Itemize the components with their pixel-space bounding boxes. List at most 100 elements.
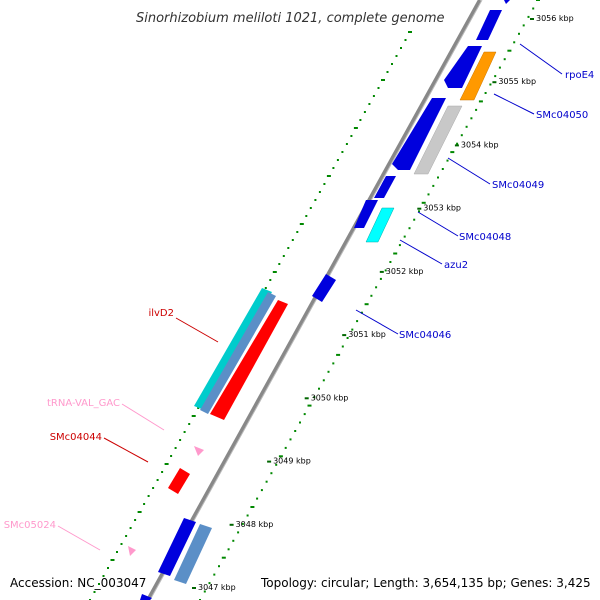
gene-3048-b[interactable] [174, 524, 212, 584]
gc-dot [318, 191, 321, 193]
gc-dot [227, 548, 230, 551]
gene-label[interactable]: SMc04044 [50, 432, 102, 443]
gc-dot [403, 235, 406, 238]
gc-dot [372, 95, 375, 97]
gc-dot [408, 227, 411, 230]
scale-tick-label: 3055 kbp [498, 77, 536, 86]
gene-trna-val-gac[interactable] [194, 446, 204, 456]
gc-dot [289, 438, 292, 441]
gene-smc04046[interactable] [312, 274, 336, 302]
scale-tick-label: 3047 kbp [198, 583, 236, 592]
gene-ilvD2-steel[interactable] [200, 292, 276, 414]
gene-features [128, 0, 510, 600]
gene-smc04049-b[interactable] [413, 105, 463, 175]
gene-label[interactable]: rpoE4 [565, 70, 594, 81]
gene-ilvD2-teal[interactable] [194, 288, 272, 410]
gene-ilvD2[interactable] [210, 300, 288, 420]
gene-3048-a[interactable] [158, 518, 196, 576]
genome-backbone [146, 0, 482, 600]
gc-dot [272, 271, 277, 273]
gc-dot [282, 255, 285, 257]
gc-dot [465, 125, 468, 128]
gc-dot [241, 522, 244, 525]
gc-dot [503, 58, 506, 61]
gene-smc04048-a[interactable] [374, 176, 396, 198]
gc-dot [174, 447, 177, 449]
gc-dot [275, 463, 278, 466]
gc-dot [137, 511, 142, 513]
gene-label[interactable]: ilvD2 [148, 308, 174, 319]
gene-azu2[interactable] [365, 207, 395, 243]
gene-label[interactable]: tRNA-VAL_GAC [47, 398, 120, 409]
gene-rpoE4[interactable] [476, 10, 502, 40]
gc-dot [322, 379, 325, 382]
gene-smc04051[interactable] [444, 46, 482, 88]
gene-label[interactable]: azu2 [444, 260, 468, 271]
gc-dot [213, 573, 216, 576]
gc-dot [299, 223, 304, 225]
scale-tick-label: 3054 kbp [461, 140, 499, 149]
gene-label[interactable]: SMc04049 [492, 180, 544, 191]
gc-dot [270, 472, 273, 475]
gc-dot [98, 583, 100, 585]
gc-dot [152, 487, 155, 489]
gene-bottom-partial[interactable] [140, 594, 152, 600]
gc-dot [191, 415, 196, 417]
gene-smc04044[interactable] [168, 468, 190, 494]
gene-smc04048-b[interactable] [354, 200, 378, 228]
gc-dot [393, 252, 398, 255]
scale-tick-label: 3051 kbp [348, 330, 386, 339]
scale-tick-label: 3053 kbp [423, 204, 461, 213]
gene-label[interactable]: SMc04050 [536, 110, 588, 121]
gc-dot [332, 362, 335, 365]
gc-dot [360, 311, 363, 314]
gc-dot [389, 261, 392, 263]
gene-label[interactable]: SMc04048 [459, 232, 511, 243]
gc-dot [456, 142, 459, 145]
gc-dot [494, 75, 497, 78]
scale-tick-label: 3049 kbp [273, 457, 311, 466]
gc-dot [269, 279, 272, 281]
gc-dot [484, 92, 487, 94]
scale-tick-label: 3048 kbp [236, 520, 274, 529]
gc-dot [250, 506, 255, 508]
gc-dot [188, 423, 191, 425]
gc-dot [498, 66, 501, 69]
gc-dot [232, 539, 235, 542]
gc-dot [318, 387, 320, 390]
gc-dot [129, 527, 132, 529]
genome-backbone-highlight [149, 0, 483, 600]
gc-dot [309, 207, 312, 209]
gc-dot [93, 591, 96, 593]
gc-dot [246, 514, 249, 517]
gene-label[interactable]: SMc04046 [399, 330, 451, 341]
gene-label[interactable]: SMc05024 [4, 520, 56, 531]
gc-dot [208, 582, 211, 585]
gc-dot [284, 446, 287, 449]
gc-dot [203, 590, 206, 593]
genome-summary-text: Topology: circular; Length: 3,654,135 bp… [260, 576, 591, 590]
accession-text: Accession: NC_003047 [10, 576, 146, 590]
gc-dot [370, 294, 373, 297]
gc-dot [278, 263, 281, 265]
gc-dot [460, 134, 463, 137]
gc-dot [341, 151, 344, 153]
gc-dot [364, 303, 369, 306]
scale-tick-label: 3050 kbp [311, 393, 349, 402]
gene-smc04049-a[interactable] [392, 98, 446, 170]
gc-dot [287, 247, 290, 249]
gc-dot [441, 168, 444, 170]
gc-dot [116, 551, 118, 553]
gc-dot [408, 31, 412, 33]
gc-dot [260, 489, 263, 492]
gene-top-partial[interactable] [504, 0, 510, 4]
gene-smc05024[interactable] [128, 546, 136, 556]
gc-dot [478, 100, 483, 103]
gc-dot [134, 519, 137, 521]
gc-dot [346, 337, 349, 339]
gc-dot [356, 320, 359, 323]
gc-dot [332, 167, 335, 169]
gene-smc04050[interactable] [459, 51, 497, 101]
